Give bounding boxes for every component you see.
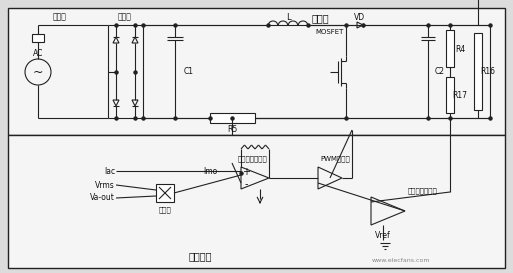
Text: VD: VD bbox=[354, 13, 366, 22]
Text: Va-out: Va-out bbox=[90, 194, 115, 203]
Text: R17: R17 bbox=[452, 91, 467, 99]
Text: Vref: Vref bbox=[375, 230, 391, 239]
Text: AC: AC bbox=[33, 49, 43, 58]
Text: R4: R4 bbox=[455, 44, 465, 54]
Bar bbox=[474, 33, 482, 110]
Text: Imo: Imo bbox=[203, 167, 217, 176]
Text: R16: R16 bbox=[481, 67, 496, 76]
Text: C1: C1 bbox=[184, 67, 194, 76]
Text: PWM比较器: PWM比较器 bbox=[320, 156, 350, 162]
Bar bbox=[210, 113, 255, 123]
Text: +: + bbox=[242, 167, 250, 177]
Text: MOSFET: MOSFET bbox=[316, 29, 344, 35]
Text: 主电路: 主电路 bbox=[311, 13, 329, 23]
Text: 电流误差放大器: 电流误差放大器 bbox=[238, 156, 268, 162]
Text: Vrms: Vrms bbox=[95, 180, 115, 189]
Bar bbox=[8, 8, 505, 135]
Text: 电压误差放大器: 电压误差放大器 bbox=[408, 188, 438, 194]
Text: 整流桥: 整流桥 bbox=[118, 13, 132, 22]
Bar bbox=[446, 77, 454, 113]
Text: 乘法器: 乘法器 bbox=[159, 207, 171, 213]
Text: R5: R5 bbox=[227, 126, 237, 135]
Text: ~: ~ bbox=[33, 66, 43, 79]
Text: Iac: Iac bbox=[104, 167, 115, 176]
Text: -: - bbox=[244, 179, 248, 189]
Text: 控制电路: 控制电路 bbox=[188, 251, 212, 261]
Text: www.elecfans.com: www.elecfans.com bbox=[371, 257, 430, 263]
Bar bbox=[446, 30, 454, 67]
Text: L: L bbox=[286, 13, 290, 22]
Text: C2: C2 bbox=[435, 67, 445, 76]
Bar bbox=[156, 184, 174, 202]
Bar bbox=[32, 34, 44, 42]
Text: 保险丝: 保险丝 bbox=[53, 13, 67, 22]
Bar bbox=[8, 135, 505, 268]
